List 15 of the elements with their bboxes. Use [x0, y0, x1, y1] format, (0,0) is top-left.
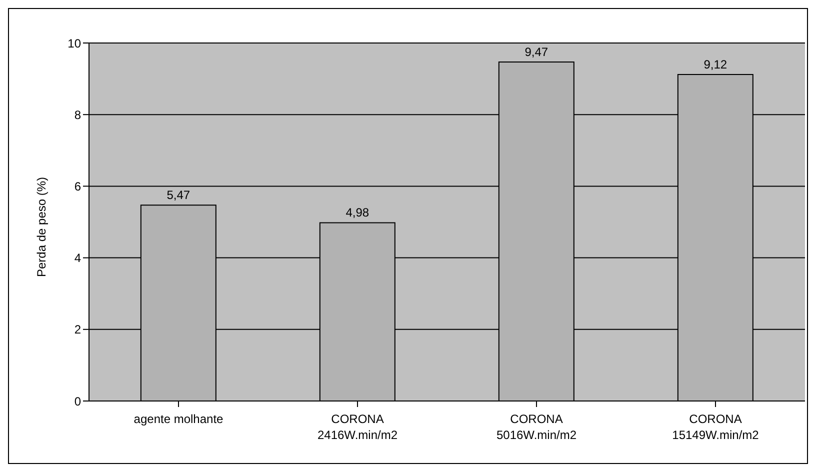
y-tick-label: 6: [74, 179, 82, 194]
y-axis-title: Perda de peso (%): [34, 176, 48, 277]
x-tick-label: CORONA 2416W.min/m2: [317, 412, 398, 442]
data-label: 9,12: [704, 58, 728, 72]
data-label: 9,47: [524, 44, 548, 59]
y-tick-label: 10: [68, 36, 82, 50]
data-label: 4,98: [346, 206, 370, 220]
y-tick-label: 4: [74, 251, 82, 266]
x-tick-label: CORONA 15149W.min/m2: [672, 412, 760, 442]
y-tick-label: 0: [74, 394, 82, 408]
data-label: 5,47: [166, 188, 190, 202]
x-tick-label: agente molhante: [134, 412, 224, 426]
x-tick-label: CORONA 5016W.min/m2: [496, 412, 577, 442]
y-tick-label: 8: [74, 108, 82, 122]
y-tick-label: 2: [74, 322, 82, 337]
